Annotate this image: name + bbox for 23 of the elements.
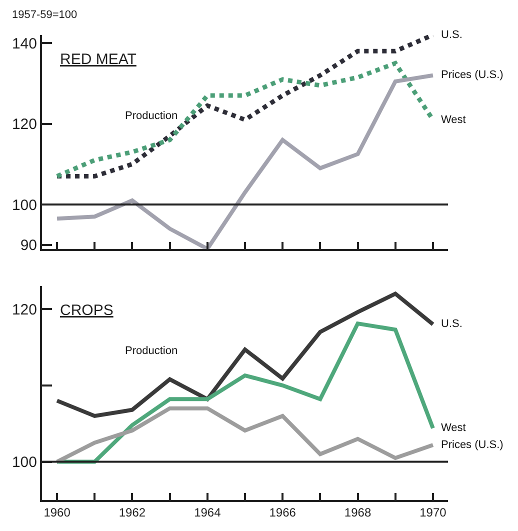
y-tick-label: 120: [12, 301, 37, 318]
x-tick-label: 1962: [118, 505, 146, 520]
y-tick-label: 100: [12, 454, 37, 472]
x-tick-label: 1966: [269, 505, 296, 520]
series-label: Prices (U.S.): [441, 69, 504, 81]
x-tick-label: 1970: [420, 505, 447, 520]
y-tick-label: 120: [12, 116, 37, 134]
series-label: U.S.: [441, 29, 462, 41]
series-label: West: [441, 422, 466, 434]
series-label: West: [441, 114, 466, 126]
x-tick-label: 1964: [194, 505, 222, 520]
x-tick-label: 1968: [344, 505, 372, 520]
series-label: Prices (U.S.): [441, 439, 504, 451]
annotation: Production: [125, 345, 178, 357]
text: RED MEAT: [60, 51, 136, 68]
y-axis-title: 1957-59=100: [12, 9, 78, 21]
x-tick-label: 1960: [44, 505, 71, 520]
text: CROPS: [60, 302, 114, 319]
series-label: U.S.: [441, 318, 462, 330]
y-tick-label: 90: [20, 237, 37, 254]
annotation: Production: [125, 110, 178, 122]
y-tick-label: 140: [12, 35, 37, 52]
y-tick-label: 100: [12, 196, 37, 214]
